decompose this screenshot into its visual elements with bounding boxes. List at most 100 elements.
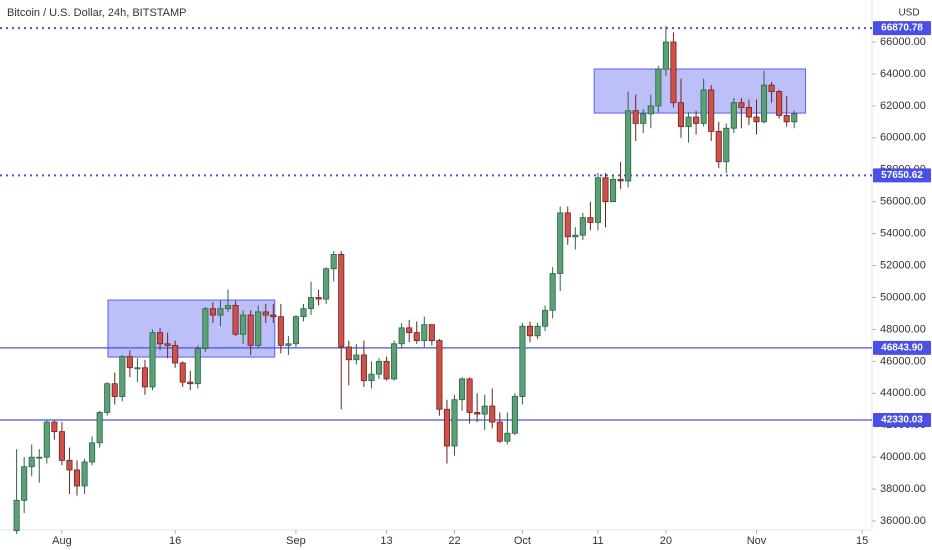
candle-body — [164, 343, 171, 346]
candle-body — [760, 84, 768, 123]
y-tick-label: 38000.00 — [880, 483, 926, 495]
level-label: 42330.03 — [881, 415, 923, 426]
y-tick-label: 40000.00 — [880, 451, 926, 463]
level-tag — [873, 340, 931, 355]
level-tag — [873, 168, 931, 183]
candle-body — [768, 84, 775, 92]
candle-body — [43, 421, 50, 458]
candle-body — [406, 327, 413, 334]
candle-body — [481, 405, 488, 415]
candle-body — [277, 316, 284, 346]
candle-body — [270, 314, 277, 318]
candle-body — [519, 325, 526, 397]
y-tick-label: 64000.00 — [880, 68, 926, 80]
candle-body — [526, 325, 534, 337]
candle-body — [730, 102, 737, 129]
candle-body — [391, 343, 398, 380]
candle-body — [549, 273, 556, 311]
candle-body — [172, 345, 179, 364]
candle-body — [51, 421, 58, 433]
candle-body — [723, 127, 730, 163]
candle-body — [459, 378, 466, 401]
x-tick-label: Nov — [747, 535, 767, 547]
y-tick-label: 48000.00 — [880, 323, 926, 335]
candle-body — [640, 113, 647, 124]
candle-body — [398, 327, 405, 345]
candle-body — [262, 311, 269, 316]
candle-body — [693, 116, 700, 124]
candle-body — [81, 461, 88, 487]
y-tick-label: 44000.00 — [880, 387, 926, 399]
candle-body — [587, 217, 594, 223]
x-tick-label: 20 — [660, 535, 672, 547]
x-tick-label: 22 — [448, 535, 460, 547]
x-tick-label: 11 — [592, 535, 603, 547]
y-tick-label: 52000.00 — [880, 259, 926, 271]
candle-body — [285, 343, 292, 346]
candle-body — [738, 102, 745, 108]
candle-body — [791, 113, 798, 123]
candle-body — [542, 309, 549, 327]
candle-body — [36, 456, 43, 459]
chart-title: Bitcoin / U.S. Dollar, 24h, BITSTAMP — [7, 7, 187, 19]
candle-body — [209, 308, 216, 316]
level-tag — [873, 21, 931, 36]
y-tick-label: 56000.00 — [880, 196, 926, 208]
x-tick-label: Sep — [286, 535, 306, 547]
candle-body — [625, 110, 632, 182]
candle-body — [708, 89, 715, 132]
candle-body — [126, 356, 133, 369]
candle-body — [368, 373, 375, 381]
candle-body — [572, 234, 579, 238]
candle-body — [753, 116, 760, 123]
candle-body — [451, 399, 458, 447]
candle-body — [564, 212, 571, 238]
candle-body — [141, 367, 148, 388]
candle-body — [149, 332, 156, 388]
candle-body — [610, 178, 617, 203]
candle-body — [232, 305, 239, 335]
candle-body — [677, 102, 685, 128]
level-tag — [873, 412, 931, 427]
candle-body — [292, 316, 299, 345]
candle-body — [330, 253, 337, 270]
candle-body — [104, 383, 111, 413]
candle-body — [579, 217, 586, 236]
candle-body — [466, 378, 473, 413]
candle-body — [662, 41, 669, 70]
candle-body — [194, 348, 201, 385]
y-tick-label: 60000.00 — [880, 132, 926, 144]
candle-body — [58, 431, 65, 461]
candle-body — [240, 314, 247, 335]
candle-body — [700, 89, 707, 124]
plot — [0, 26, 872, 534]
candle-body — [594, 177, 601, 223]
y-tick-label: 62000.00 — [880, 100, 926, 112]
candle-body — [436, 340, 443, 410]
candle-body — [715, 131, 722, 163]
x-tick-label: Aug — [52, 535, 72, 547]
candle-body — [602, 177, 609, 203]
candle-body — [345, 346, 352, 361]
candle-body — [504, 432, 511, 442]
candle-body — [745, 107, 752, 118]
candle-body — [428, 324, 435, 342]
candle-body — [217, 308, 224, 316]
level-label: 57650.62 — [881, 170, 923, 181]
candle-body — [413, 332, 420, 342]
candle-body — [496, 421, 503, 442]
x-tick-label: 16 — [169, 535, 181, 547]
candle-body — [685, 116, 692, 128]
candle-body — [647, 105, 654, 115]
candle-body — [28, 456, 35, 468]
candle-body — [655, 68, 662, 107]
candle-body — [187, 381, 194, 385]
candle-body — [179, 362, 186, 383]
candle-body — [474, 412, 481, 415]
y-tick-label: 36000.00 — [880, 515, 926, 527]
y-axis-unit: USD — [898, 8, 919, 19]
candle-body — [119, 356, 126, 397]
candle-body — [323, 268, 330, 300]
